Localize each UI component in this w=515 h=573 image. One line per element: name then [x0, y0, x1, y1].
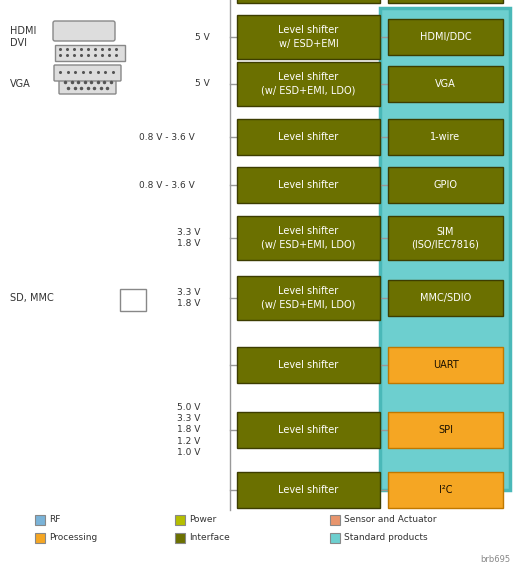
FancyBboxPatch shape: [120, 289, 146, 311]
FancyBboxPatch shape: [388, 19, 503, 55]
FancyBboxPatch shape: [53, 21, 115, 41]
FancyBboxPatch shape: [388, 412, 503, 448]
Text: Power: Power: [189, 516, 216, 524]
FancyBboxPatch shape: [388, 347, 503, 383]
Text: Level shifter: Level shifter: [279, 425, 339, 435]
Text: 3.3 V
1.8 V: 3.3 V 1.8 V: [177, 228, 200, 248]
FancyBboxPatch shape: [237, 276, 380, 320]
FancyBboxPatch shape: [54, 65, 121, 81]
Text: Level shifter: Level shifter: [279, 132, 339, 142]
Text: 1-wire: 1-wire: [431, 132, 460, 142]
Text: Interface: Interface: [189, 533, 230, 543]
Text: Level shifter
(w/ ESD+EMI, LDO): Level shifter (w/ ESD+EMI, LDO): [261, 286, 356, 309]
FancyBboxPatch shape: [388, 280, 503, 316]
FancyBboxPatch shape: [237, 119, 380, 155]
Text: HDMI
DVI: HDMI DVI: [10, 26, 37, 48]
FancyBboxPatch shape: [237, 62, 380, 106]
Text: Level shifter
(w/ ESD+EMI, LDO): Level shifter (w/ ESD+EMI, LDO): [261, 226, 356, 250]
Text: Processing: Processing: [49, 533, 97, 543]
Text: HDMI/DDC: HDMI/DDC: [420, 32, 471, 42]
FancyBboxPatch shape: [380, 8, 510, 490]
FancyBboxPatch shape: [59, 74, 116, 94]
Text: Level shifter: Level shifter: [279, 180, 339, 190]
FancyBboxPatch shape: [388, 472, 503, 508]
Text: VGA: VGA: [10, 79, 31, 89]
Text: SPI: SPI: [438, 425, 453, 435]
Text: 5 V: 5 V: [195, 33, 210, 41]
FancyBboxPatch shape: [388, 216, 503, 260]
Text: 5.0 V
3.3 V
1.8 V
1.2 V
1.0 V: 5.0 V 3.3 V 1.8 V 1.2 V 1.0 V: [177, 403, 200, 457]
FancyBboxPatch shape: [175, 533, 185, 543]
FancyBboxPatch shape: [237, 472, 380, 508]
Text: Level shifter: Level shifter: [279, 485, 339, 495]
Text: Level shifter
w/ ESD+EMI: Level shifter w/ ESD+EMI: [279, 25, 339, 49]
Text: VGA: VGA: [435, 79, 456, 89]
FancyBboxPatch shape: [330, 533, 340, 543]
Text: Level shifter: Level shifter: [279, 360, 339, 370]
FancyBboxPatch shape: [388, 167, 503, 203]
FancyBboxPatch shape: [237, 167, 380, 203]
FancyBboxPatch shape: [330, 515, 340, 525]
Text: Level shifter
(w/ ESD+EMI, LDO): Level shifter (w/ ESD+EMI, LDO): [261, 72, 356, 96]
Text: brb695: brb695: [480, 555, 510, 564]
FancyBboxPatch shape: [35, 533, 45, 543]
FancyBboxPatch shape: [175, 515, 185, 525]
Text: 0.8 V - 3.6 V: 0.8 V - 3.6 V: [139, 180, 195, 190]
Text: 5 V: 5 V: [195, 80, 210, 88]
FancyBboxPatch shape: [388, 119, 503, 155]
FancyBboxPatch shape: [237, 412, 380, 448]
Text: 0.8 V - 3.6 V: 0.8 V - 3.6 V: [139, 132, 195, 142]
Text: RF: RF: [49, 516, 60, 524]
FancyBboxPatch shape: [388, 66, 503, 102]
Text: 3.3 V
1.8 V: 3.3 V 1.8 V: [177, 288, 200, 308]
FancyBboxPatch shape: [237, 15, 380, 59]
FancyBboxPatch shape: [55, 45, 125, 61]
FancyBboxPatch shape: [237, 216, 380, 260]
FancyBboxPatch shape: [237, 0, 380, 3]
Text: SD, MMC: SD, MMC: [10, 293, 54, 303]
Text: Standard products: Standard products: [344, 533, 427, 543]
FancyBboxPatch shape: [388, 0, 503, 3]
Text: Sensor and Actuator: Sensor and Actuator: [344, 516, 437, 524]
Text: MMC/SDIO: MMC/SDIO: [420, 293, 471, 303]
FancyBboxPatch shape: [35, 515, 45, 525]
Text: SIM
(ISO/IEC7816): SIM (ISO/IEC7816): [411, 227, 479, 249]
Text: GPIO: GPIO: [434, 180, 457, 190]
FancyBboxPatch shape: [237, 347, 380, 383]
Text: I²C: I²C: [439, 485, 452, 495]
Text: UART: UART: [433, 360, 458, 370]
